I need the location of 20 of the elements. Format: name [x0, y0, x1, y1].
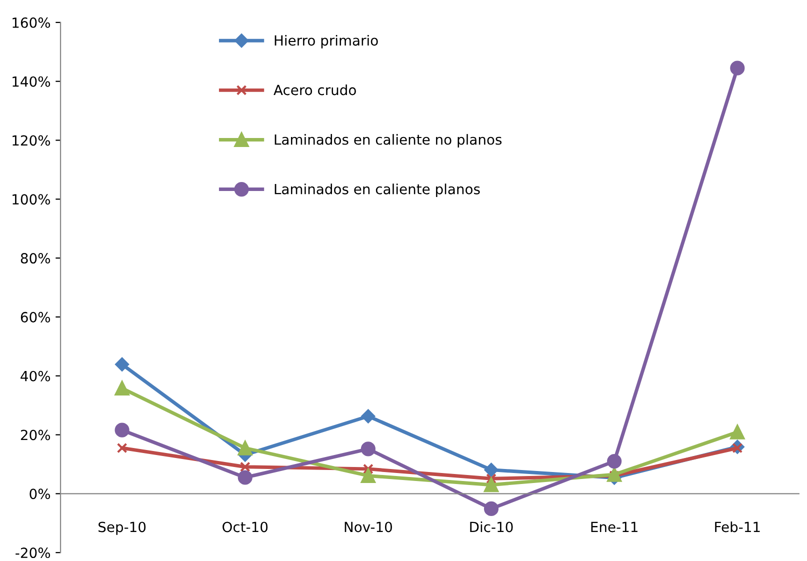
y-tick-label: 80%	[20, 253, 50, 264]
legend-label: Acero crudo	[274, 84, 356, 96]
x-tick-label: Oct-10	[222, 522, 268, 532]
y-tick-label: 0%	[30, 488, 50, 500]
legend-label: Laminados en caliente no planos	[274, 134, 502, 148]
y-tick-label: 100%	[12, 194, 50, 205]
x-tick-label: Sep-10	[98, 522, 146, 535]
legend-label: Hierro primario	[274, 34, 378, 48]
y-tick-label: 20%	[20, 430, 50, 440]
x-tick-label: Feb-11	[715, 521, 760, 532]
x-tick-label: Dic-10	[470, 521, 513, 532]
legend-label: Laminados en caliente planos	[274, 184, 480, 198]
y-tick-label: 60%	[20, 312, 50, 322]
y-tick-label: -20%	[16, 548, 50, 558]
y-tick-label: 160%	[12, 17, 50, 28]
x-tick-label: Ene-11	[591, 522, 638, 532]
x-tick-label: Nov-10	[344, 522, 392, 532]
y-tick-label: 120%	[12, 135, 50, 146]
y-tick-label: 40%	[20, 370, 50, 382]
y-tick-label: 140%	[12, 76, 50, 87]
